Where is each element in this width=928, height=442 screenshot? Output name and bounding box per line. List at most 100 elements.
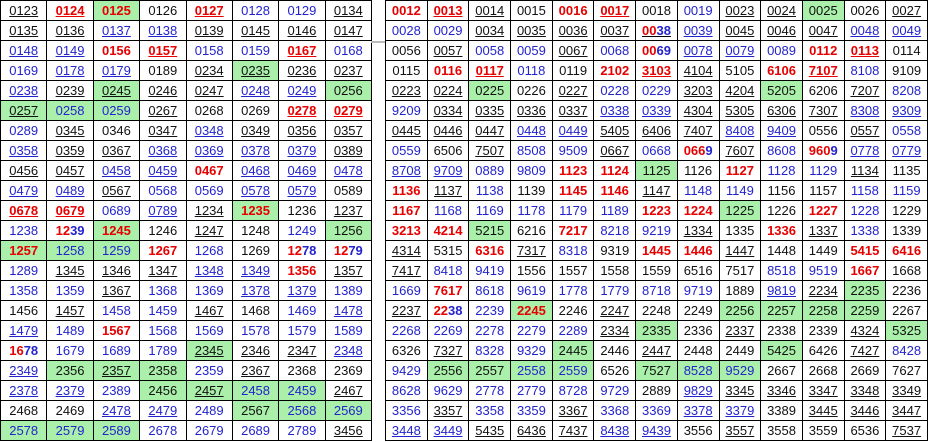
number-cell[interactable]: 1337 — [801, 220, 845, 241]
number-cell[interactable]: 3445 — [801, 400, 845, 421]
number-cell[interactable]: 6406 — [635, 120, 678, 141]
number-cell[interactable]: 0035 — [510, 20, 553, 41]
number-cell[interactable]: 3378 — [676, 400, 720, 421]
number-cell[interactable]: 0124 — [46, 0, 94, 21]
number-cell[interactable]: 0178 — [46, 60, 94, 81]
number-cell[interactable]: 0135 — [0, 20, 48, 41]
number-cell[interactable]: 0369 — [185, 140, 233, 161]
number-cell[interactable]: 1347 — [139, 260, 187, 281]
number-cell[interactable]: 2378 — [0, 380, 48, 401]
number-cell[interactable]: 0013 — [426, 0, 470, 21]
number-cell[interactable]: 0789 — [139, 200, 187, 221]
number-cell[interactable]: 0567 — [92, 180, 141, 201]
number-cell[interactable]: 3447 — [885, 400, 928, 421]
number-cell[interactable]: 0446 — [426, 120, 470, 141]
number-cell[interactable]: 0469 — [278, 160, 326, 181]
number-cell[interactable]: 0137 — [92, 20, 141, 41]
number-cell[interactable]: 9829 — [676, 380, 720, 401]
number-cell[interactable]: 0234 — [185, 60, 233, 81]
number-cell[interactable]: 0223 — [385, 80, 428, 101]
number-cell[interactable]: 9709 — [426, 160, 470, 181]
number-cell[interactable]: 1247 — [185, 220, 233, 241]
number-cell[interactable]: 1379 — [278, 280, 326, 301]
number-cell[interactable]: 0049 — [885, 20, 928, 41]
number-cell[interactable]: 0248 — [231, 80, 280, 101]
number-cell[interactable]: 0023 — [718, 0, 762, 21]
number-cell[interactable]: 0336 — [510, 100, 553, 121]
number-cell[interactable]: 0113 — [843, 40, 887, 61]
number-cell[interactable]: 0237 — [324, 60, 373, 81]
number-cell[interactable]: 3357 — [426, 400, 470, 421]
number-cell[interactable]: 0078 — [676, 40, 720, 61]
number-cell[interactable]: 7417 — [385, 260, 428, 281]
number-cell[interactable]: 0278 — [278, 100, 326, 121]
number-cell[interactable]: 1467 — [185, 300, 233, 321]
number-cell[interactable]: 6306 — [760, 100, 803, 121]
number-cell[interactable]: 4104 — [676, 60, 720, 81]
number-cell[interactable]: 2447 — [635, 340, 678, 361]
number-cell[interactable]: 1345 — [46, 260, 94, 281]
number-cell[interactable]: 8408 — [718, 120, 762, 141]
number-cell[interactable]: 3348 — [843, 380, 887, 401]
number-cell[interactable]: 0079 — [718, 40, 762, 61]
number-cell[interactable]: 0338 — [593, 100, 637, 121]
number-cell[interactable]: 0037 — [593, 20, 637, 41]
number-cell[interactable]: 2345 — [185, 340, 233, 361]
number-cell[interactable]: 0579 — [278, 180, 326, 201]
number-cell[interactable]: 1349 — [231, 260, 280, 281]
number-cell[interactable]: 3346 — [760, 380, 803, 401]
number-cell[interactable]: 1357 — [324, 260, 373, 281]
number-cell[interactable]: 0349 — [231, 120, 280, 141]
number-cell[interactable]: 0136 — [46, 20, 94, 41]
number-cell[interactable]: 0249 — [278, 80, 326, 101]
number-cell[interactable]: 7107 — [801, 60, 845, 81]
number-cell[interactable]: 3557 — [718, 420, 762, 441]
number-cell[interactable]: 3446 — [843, 400, 887, 421]
number-cell[interactable]: 4204 — [718, 80, 762, 101]
number-cell[interactable]: 3367 — [551, 400, 595, 421]
number-cell[interactable]: 0117 — [468, 60, 512, 81]
number-cell[interactable]: 0148 — [0, 40, 48, 61]
number-cell[interactable]: 3349 — [885, 380, 928, 401]
number-cell[interactable]: 0039 — [676, 20, 720, 41]
number-cell[interactable]: 3203 — [676, 80, 720, 101]
number-cell[interactable]: 0246 — [139, 80, 187, 101]
number-cell[interactable]: 2234 — [801, 280, 845, 301]
number-cell[interactable]: 1479 — [0, 320, 48, 341]
number-cell[interactable]: 0167 — [278, 40, 326, 61]
number-cell[interactable]: 0667 — [593, 140, 637, 161]
number-cell[interactable]: 9409 — [760, 120, 803, 141]
number-cell[interactable]: 7307 — [801, 100, 845, 121]
number-cell[interactable]: 0224 — [426, 80, 470, 101]
number-cell[interactable]: 0024 — [760, 0, 803, 21]
number-cell[interactable]: 0138 — [139, 20, 187, 41]
number-cell[interactable]: 0389 — [324, 140, 373, 161]
number-cell[interactable]: 4304 — [676, 100, 720, 121]
number-cell[interactable]: 1367 — [92, 280, 141, 301]
number-cell[interactable]: 7427 — [843, 340, 887, 361]
number-cell[interactable]: 0459 — [139, 160, 187, 181]
number-cell[interactable]: 2247 — [593, 300, 637, 321]
number-cell[interactable]: 9819 — [760, 280, 803, 301]
number-cell[interactable]: 2379 — [46, 380, 94, 401]
number-cell[interactable]: 0449 — [551, 120, 595, 141]
number-cell[interactable]: 0368 — [139, 140, 187, 161]
number-cell[interactable]: 0458 — [92, 160, 141, 181]
number-cell[interactable]: 7317 — [510, 240, 553, 261]
number-cell[interactable]: 3379 — [718, 400, 762, 421]
number-cell[interactable]: 7437 — [551, 420, 595, 441]
number-cell[interactable]: 7537 — [885, 420, 928, 441]
number-cell[interactable]: 6436 — [510, 420, 553, 441]
number-cell[interactable]: 2346 — [231, 340, 280, 361]
number-cell[interactable]: 0339 — [635, 100, 678, 121]
number-cell[interactable]: 0017 — [593, 0, 637, 21]
number-cell[interactable]: 2367 — [231, 360, 280, 381]
number-cell[interactable]: 2357 — [92, 360, 141, 381]
number-cell[interactable]: 2348 — [324, 340, 373, 361]
number-cell[interactable]: 1237 — [324, 200, 373, 221]
number-cell[interactable]: 0678 — [0, 200, 48, 221]
number-cell[interactable]: 0139 — [185, 20, 233, 41]
number-cell[interactable]: 0027 — [885, 0, 928, 21]
number-cell[interactable]: 0239 — [46, 80, 94, 101]
number-cell[interactable]: 0679 — [46, 200, 94, 221]
